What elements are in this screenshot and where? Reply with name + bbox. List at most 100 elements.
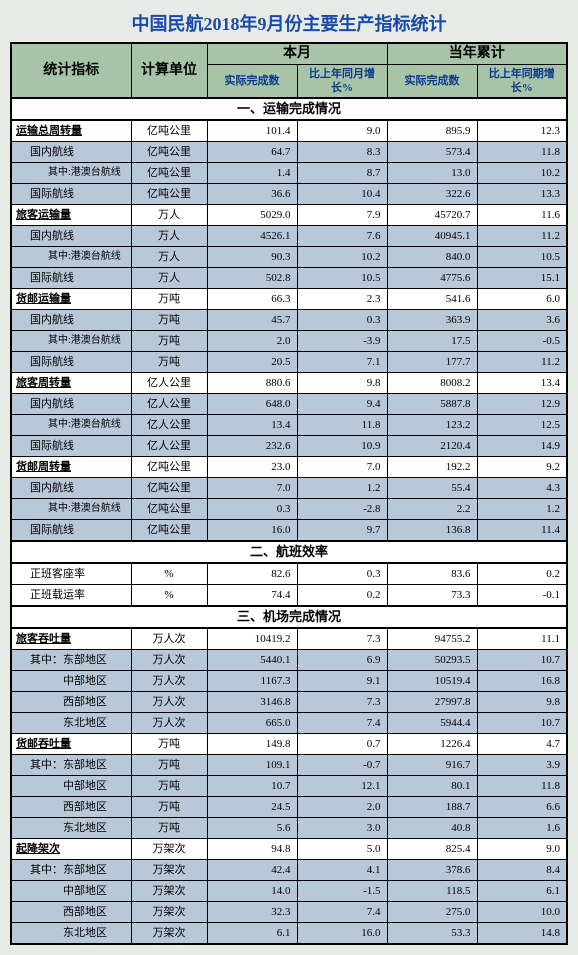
row-month-actual: 5.6: [207, 818, 297, 839]
table-row: 其中:港澳台航线亿吨公里0.3-2.82.21.2: [11, 499, 567, 520]
row-ytd-actual: 5944.4: [387, 713, 477, 734]
row-label: 正班载运率: [11, 585, 131, 607]
row-unit: 万人次: [131, 692, 207, 713]
row-label: 中部地区: [11, 881, 131, 902]
row-label: 国际航线: [11, 184, 131, 205]
row-month-growth: 6.9: [297, 650, 387, 671]
row-month-growth: 0.2: [297, 585, 387, 607]
table-row: 旅客周转量亿人公里880.69.88008.213.4: [11, 373, 567, 394]
row-label: 起降架次: [11, 839, 131, 860]
row-ytd-actual: 5887.8: [387, 394, 477, 415]
row-ytd-actual: 118.5: [387, 881, 477, 902]
table-row: 东北地区万架次6.116.053.314.8: [11, 923, 567, 945]
row-label: 西部地区: [11, 797, 131, 818]
table-row: 国际航线亿吨公里16.09.7136.811.4: [11, 520, 567, 542]
row-ytd-actual: 378.6: [387, 860, 477, 881]
row-month-actual: 14.0: [207, 881, 297, 902]
row-month-actual: 5029.0: [207, 205, 297, 226]
row-unit: 亿人公里: [131, 373, 207, 394]
row-label: 国内航线: [11, 226, 131, 247]
row-ytd-actual: 17.5: [387, 331, 477, 352]
row-unit: 万吨: [131, 331, 207, 352]
table-row: 国内航线亿吨公里7.01.255.44.3: [11, 478, 567, 499]
row-label: 国际航线: [11, 268, 131, 289]
row-unit: 万人: [131, 226, 207, 247]
row-unit: 亿吨公里: [131, 457, 207, 478]
row-ytd-growth: 11.2: [477, 226, 567, 247]
row-label: 国际航线: [11, 352, 131, 373]
row-ytd-actual: 363.9: [387, 310, 477, 331]
row-ytd-actual: 8008.2: [387, 373, 477, 394]
row-month-growth: -2.8: [297, 499, 387, 520]
header-this-month: 本月: [207, 43, 387, 65]
row-unit: 万吨: [131, 797, 207, 818]
row-ytd-growth: 15.1: [477, 268, 567, 289]
row-month-growth: 7.3: [297, 692, 387, 713]
page-title: 中国民航2018年9月份主要生产指标统计: [10, 10, 568, 36]
table-row: 货邮吞吐量万吨149.80.71226.44.7: [11, 734, 567, 755]
row-ytd-growth: 3.6: [477, 310, 567, 331]
row-month-growth: 2.3: [297, 289, 387, 310]
header-indicator: 统计指标: [11, 43, 131, 98]
row-month-growth: 16.0: [297, 923, 387, 945]
row-label: 其中：东部地区: [11, 860, 131, 881]
row-month-growth: 1.2: [297, 478, 387, 499]
row-ytd-actual: 10519.4: [387, 671, 477, 692]
row-label: 正班客座率: [11, 563, 131, 585]
row-month-growth: 10.9: [297, 436, 387, 457]
row-unit: 亿人公里: [131, 436, 207, 457]
table-row: 国际航线万人502.810.54775.615.1: [11, 268, 567, 289]
row-ytd-actual: 40945.1: [387, 226, 477, 247]
row-label: 国际航线: [11, 520, 131, 542]
row-ytd-actual: 13.0: [387, 163, 477, 184]
table-row: 国际航线亿吨公里36.610.4322.613.3: [11, 184, 567, 205]
row-label: 货邮周转量: [11, 457, 131, 478]
table-row: 其中：东部地区万架次42.44.1378.68.4: [11, 860, 567, 881]
row-month-actual: 232.6: [207, 436, 297, 457]
row-month-growth: 3.0: [297, 818, 387, 839]
header-yoy: 比上年同期增长%: [477, 65, 567, 99]
table-row: 国际航线万吨20.57.1177.711.2: [11, 352, 567, 373]
row-month-growth: 0.3: [297, 310, 387, 331]
header-mom: 比上年同月增长%: [297, 65, 387, 99]
row-ytd-growth: 10.2: [477, 163, 567, 184]
row-ytd-growth: 12.9: [477, 394, 567, 415]
row-unit: 万人次: [131, 713, 207, 734]
row-ytd-growth: 3.9: [477, 755, 567, 776]
table-row: 货邮周转量亿吨公里23.07.0192.29.2: [11, 457, 567, 478]
row-unit: 万架次: [131, 902, 207, 923]
row-label: 旅客运输量: [11, 205, 131, 226]
row-unit: 万人次: [131, 650, 207, 671]
row-label: 货邮运输量: [11, 289, 131, 310]
row-unit: 亿人公里: [131, 415, 207, 436]
row-unit: 万吨: [131, 734, 207, 755]
table-row: 其中:港澳台航线亿吨公里1.48.713.010.2: [11, 163, 567, 184]
row-unit: 万人: [131, 247, 207, 268]
row-month-growth: 2.0: [297, 797, 387, 818]
row-month-growth: 10.2: [297, 247, 387, 268]
table-row: 其中：东部地区万人次5440.16.950293.510.7: [11, 650, 567, 671]
row-unit: 万吨: [131, 776, 207, 797]
row-ytd-actual: 80.1: [387, 776, 477, 797]
row-month-growth: 0.7: [297, 734, 387, 755]
row-label: 东北地区: [11, 818, 131, 839]
row-label: 国内航线: [11, 478, 131, 499]
row-ytd-growth: 13.3: [477, 184, 567, 205]
row-ytd-growth: 11.4: [477, 520, 567, 542]
row-month-growth: 9.0: [297, 120, 387, 142]
row-ytd-actual: 2120.4: [387, 436, 477, 457]
row-month-actual: 74.4: [207, 585, 297, 607]
row-ytd-actual: 916.7: [387, 755, 477, 776]
table-row: 国内航线亿人公里648.09.45887.812.9: [11, 394, 567, 415]
row-month-actual: 10.7: [207, 776, 297, 797]
section-header: 二、航班效率: [11, 541, 567, 563]
row-ytd-growth: 4.3: [477, 478, 567, 499]
row-ytd-growth: 12.3: [477, 120, 567, 142]
row-ytd-actual: 73.3: [387, 585, 477, 607]
table-row: 正班载运率%74.40.273.3-0.1: [11, 585, 567, 607]
row-unit: 万人次: [131, 628, 207, 650]
table-row: 货邮运输量万吨66.32.3541.66.0: [11, 289, 567, 310]
header-unit: 计算单位: [131, 43, 207, 98]
table-row: 中部地区万吨10.712.180.111.8: [11, 776, 567, 797]
table-row: 西部地区万架次32.37.4275.010.0: [11, 902, 567, 923]
